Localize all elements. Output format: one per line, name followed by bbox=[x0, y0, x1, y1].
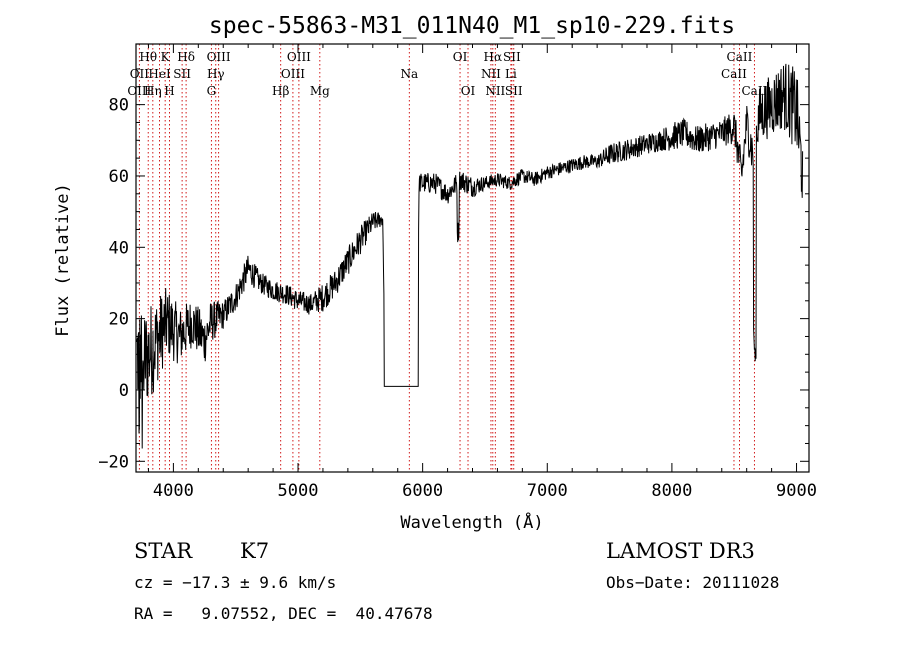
spectral-line-label: Hθ bbox=[139, 50, 157, 64]
redshift-cz: cz = −17.3 ± 9.6 km/s bbox=[134, 573, 336, 592]
y-axis-label: Flux (relative) bbox=[53, 183, 73, 337]
spectral-line-label: CaII bbox=[727, 50, 753, 64]
spectral-line-markers bbox=[138, 44, 755, 472]
y-axis-ticks: −20 0 20 40 60 80 bbox=[98, 68, 809, 472]
spectral-line-label: K bbox=[161, 50, 171, 64]
observation-date: Obs−Date: 20111028 bbox=[606, 573, 779, 592]
spectral-line-label: Li bbox=[505, 67, 517, 81]
spectral-line-label: Hη bbox=[144, 84, 162, 98]
object-class: STAR bbox=[134, 539, 193, 563]
spectral-line-label: Hβ bbox=[272, 84, 289, 98]
plot-frame bbox=[135, 43, 810, 473]
y-tick-label: 60 bbox=[109, 167, 129, 187]
spectral-line-label: H bbox=[164, 84, 174, 98]
spectrum-series bbox=[136, 63, 804, 449]
sky-coordinates: RA = 9.07552, DEC = 40.47678 bbox=[134, 604, 433, 623]
x-axis-label: Wavelength (Å) bbox=[400, 511, 543, 533]
x-axis-ticks: 4000 5000 6000 7000 8000 9000 bbox=[147, 44, 817, 501]
spectral-line-label: OIII bbox=[127, 84, 151, 98]
x-tick-label: 6000 bbox=[402, 481, 443, 501]
spectral-line-label: NII bbox=[481, 67, 501, 81]
spectral-line-label: CaII bbox=[721, 67, 747, 81]
spectral-line-label: OIII bbox=[207, 50, 231, 64]
spectral-line-label: OIII bbox=[287, 50, 311, 64]
spectral-line-label: SII bbox=[505, 84, 523, 98]
spectral-line-label: SII bbox=[503, 50, 521, 64]
spectral-line-label: OI bbox=[461, 84, 476, 98]
spectral-line-label: Hδ bbox=[177, 50, 195, 64]
y-tick-label: −20 bbox=[98, 452, 129, 472]
survey-name: LAMOST DR3 bbox=[606, 539, 755, 563]
spectral-line-label: G bbox=[207, 84, 217, 98]
object-subclass: K7 bbox=[240, 539, 269, 563]
spectral-line-label: Na bbox=[400, 67, 418, 81]
spectrum-line bbox=[136, 63, 804, 449]
spectral-line-label: OII bbox=[130, 67, 150, 81]
spectral-line-label: OIII bbox=[281, 67, 305, 81]
chart-title: spec-55863-M31_011N40_M1_sp10-229.fits bbox=[209, 13, 735, 39]
x-tick-label: 4000 bbox=[153, 481, 194, 501]
spectral-line-label: HeI bbox=[148, 67, 171, 81]
y-tick-label: 20 bbox=[109, 310, 129, 330]
spectral-line-label: Hγ bbox=[207, 67, 225, 81]
spectral-line-label: CaII bbox=[741, 84, 767, 98]
spectral-line-label: Mg bbox=[310, 84, 330, 98]
x-tick-label: 7000 bbox=[527, 481, 568, 501]
y-tick-label: 80 bbox=[109, 96, 129, 116]
spectral-line-label: OI bbox=[453, 50, 468, 64]
spectral-line-label: NII bbox=[485, 84, 505, 98]
y-tick-label: 0 bbox=[119, 381, 129, 401]
x-tick-label: 5000 bbox=[278, 481, 319, 501]
y-tick-label: 40 bbox=[109, 238, 129, 258]
x-tick-label: 9000 bbox=[776, 481, 817, 501]
spectral-line-label: Hα bbox=[484, 50, 503, 64]
x-tick-label: 8000 bbox=[651, 481, 692, 501]
spectral-line-label: SII bbox=[173, 67, 191, 81]
